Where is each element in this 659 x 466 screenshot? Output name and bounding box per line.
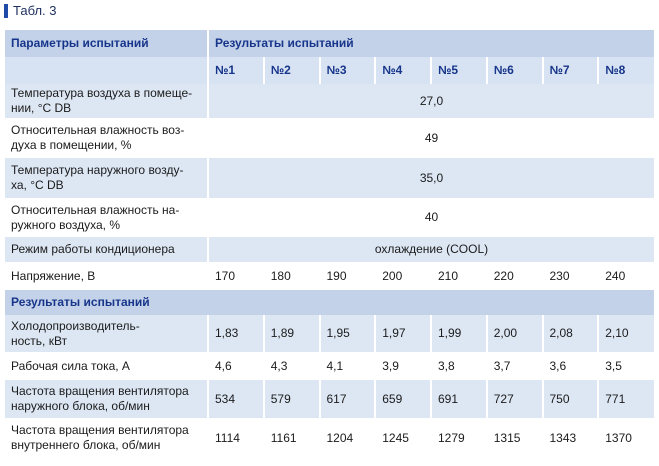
columns-row: №1 №2 №3 №4 №5 №6 №7 №8 [5,57,654,84]
cell: 617 [318,380,376,418]
row-label: Температура наружного возду- ха, °С DB [5,158,208,198]
data-row: Температура наружного возду- ха, °С DB 35… [5,158,654,198]
merged-cell: охлаждение (COOL) [207,237,654,262]
empty-cell [5,57,208,84]
cell: 1343 [541,418,599,458]
row-label: Относительная влажность на- ружного возд… [5,198,208,237]
header-cell: Результаты испытаний [207,30,654,57]
data-row: Относительная влажность воз- духа в поме… [5,118,654,158]
cell: 1,99 [430,315,487,352]
cell: 1,95 [318,315,376,352]
cell: 220 [485,262,543,290]
column-header: №8 [597,57,654,84]
cell: 2,00 [485,315,543,352]
merged-cell: 40 [207,198,654,237]
column-header: №3 [318,57,376,84]
cell: 771 [597,380,654,418]
cell: 750 [541,380,599,418]
row-label: Холодопроизводитель- ность, кВт [5,315,208,352]
column-header: №5 [430,57,487,84]
data-row: Холодопроизводитель- ность, кВт 1,83 1,89 1… [5,315,654,352]
cell: 4,3 [262,352,320,380]
caption: Табл. 3 [4,3,57,18]
cell: 1245 [374,418,431,458]
row-label: Режим работы кондиционера [5,237,208,262]
table: Параметры испытаний Результаты испытаний №… [5,30,654,458]
cell: 1114 [207,418,264,458]
row-label: Напряжение, В [5,262,208,290]
cell: 579 [262,380,320,418]
section-cell: Результаты испытаний [5,290,654,315]
cell: 190 [318,262,376,290]
cell: 3,9 [374,352,431,380]
cell: 4,6 [207,352,264,380]
row-label: Относительная влажность воз- духа в поме… [5,118,208,158]
caption-text: Табл. 3 [13,3,57,18]
cell: 2,08 [541,315,599,352]
cell: 240 [597,262,654,290]
column-header: №7 [541,57,599,84]
merged-cell: 49 [207,118,654,158]
cell: 1,83 [207,315,264,352]
column-header: №6 [485,57,543,84]
column-header: №2 [262,57,320,84]
column-header: №4 [374,57,431,84]
cell: 200 [374,262,431,290]
cell: 727 [485,380,543,418]
cell: 210 [430,262,487,290]
data-row: Относительная влажность на- ружного возд… [5,198,654,237]
cell: 3,5 [597,352,654,380]
cell: 1279 [430,418,487,458]
cell: 3,8 [430,352,487,380]
merged-cell: 27,0 [207,84,654,118]
cell: 1204 [318,418,376,458]
cell: 659 [374,380,431,418]
row-label: Частота вращения вентилятора внутреннего… [5,418,208,458]
data-row: Напряжение, В 170 180 190 200 210 220 230 240 [5,262,654,290]
cell: 534 [207,380,264,418]
row-label: Температура воздуха в помеще- нии, °С DB [5,84,208,118]
header-row: Параметры испытаний Результаты испытаний [5,30,654,57]
cell: 230 [541,262,599,290]
data-row: Температура воздуха в помеще- нии, °С DB… [5,84,654,118]
cell: 1,97 [374,315,431,352]
column-header: №1 [207,57,264,84]
cell: 1370 [597,418,654,458]
cell: 170 [207,262,264,290]
cell: 4,1 [318,352,376,380]
row-label: Частота вращения вентилятора наружного б… [5,380,208,418]
cell: 2,10 [597,315,654,352]
cell: 1161 [262,418,320,458]
header-cell: Параметры испытаний [5,30,208,57]
data-row: Режим работы кондиционера охлаждение (COO… [5,237,654,262]
cell: 180 [262,262,320,290]
section-row: Результаты испытаний [5,290,654,315]
cell: 1315 [485,418,543,458]
cell: 3,7 [485,352,543,380]
cell: 1,89 [262,315,320,352]
merged-cell: 35,0 [207,158,654,198]
row-label: Рабочая сила тока, А [5,352,208,380]
cell: 3,6 [541,352,599,380]
data-row: Рабочая сила тока, А 4,6 4,3 4,1 3,9 3,8 3,7 3,… [5,352,654,380]
data-row: Частота вращения вентилятора наружного б… [5,380,654,418]
cell: 691 [430,380,487,418]
data-row: Частота вращения вентилятора внутреннего… [5,418,654,458]
